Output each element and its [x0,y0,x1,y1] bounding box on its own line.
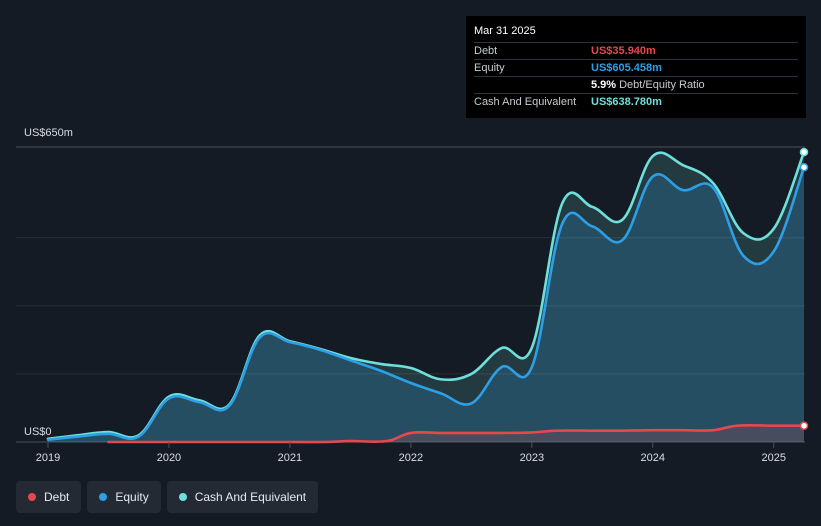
endpoint-equity [799,162,809,172]
x-tick-label-2020: 2020 [157,452,181,464]
y-axis-top-label: US$650m [24,127,73,139]
endpoint-debt [799,421,809,430]
data-tooltip: Mar 31 2025 Debt US$35.940m Equity US$60… [466,16,806,118]
tooltip-cash-label: Cash And Equivalent [474,96,577,108]
legend-cash-label: Cash And Equivalent [194,490,307,504]
tooltip-row-cash: Cash And Equivalent US$638.780m [474,93,798,110]
line-cash-and-equivalent [46,150,806,441]
chart-lines [46,147,809,444]
x-tick-label-2025: 2025 [762,452,786,464]
line-debt [107,424,806,444]
x-tick-label-2019: 2019 [36,452,60,464]
tooltip-row-equity: Equity US$605.458m [474,59,798,76]
legend-equity-dot-icon [99,493,108,501]
legend-item-debt[interactable]: Debt [16,481,82,513]
tooltip-cash-value: US$638.780m [591,96,662,108]
chart-areas [48,152,805,443]
tooltip-equity-value: US$605.458m [591,62,662,74]
tooltip-ratio-value: 5.9% [591,79,617,91]
line-equity [46,165,806,442]
x-tick-label-2023: 2023 [520,452,544,464]
legend-debt-dot-icon [28,493,36,501]
tooltip-ratio-suffix: Debt/Equity Ratio [619,79,705,91]
tooltip-row-ratio: 5.9% Debt/Equity Ratio [474,76,798,93]
legend-debt-label: Debt [44,490,70,504]
y-axis-bottom-label: US$0 [24,426,52,438]
tooltip-ratio-label [474,77,591,93]
legend-item-equity[interactable]: Equity [87,481,161,513]
tooltip-equity-label: Equity [474,62,505,74]
x-tick-label-2022: 2022 [399,452,423,464]
legend-equity-label: Equity [115,490,149,504]
area-cash-and-equivalent [48,152,804,442]
tooltip-date: Mar 31 2025 [474,25,536,37]
endpoint-cash-and-equivalent [799,147,809,157]
x-tick-label-2024: 2024 [641,452,665,464]
chart-legend: Debt Equity Cash And Equivalent [16,481,319,513]
tooltip-debt-label: Debt [474,45,498,57]
tooltip-debt-value: US$35.940m [591,45,656,57]
legend-item-cash[interactable]: Cash And Equivalent [166,481,319,513]
x-axis: 2019 2020 2021 2022 2023 2024 2025 [36,442,786,464]
legend-cash-dot-icon [178,493,187,501]
area-equity [48,167,804,442]
x-tick-label-2021: 2021 [278,452,302,464]
tooltip-row-debt: Debt US$35.940m [474,42,798,59]
